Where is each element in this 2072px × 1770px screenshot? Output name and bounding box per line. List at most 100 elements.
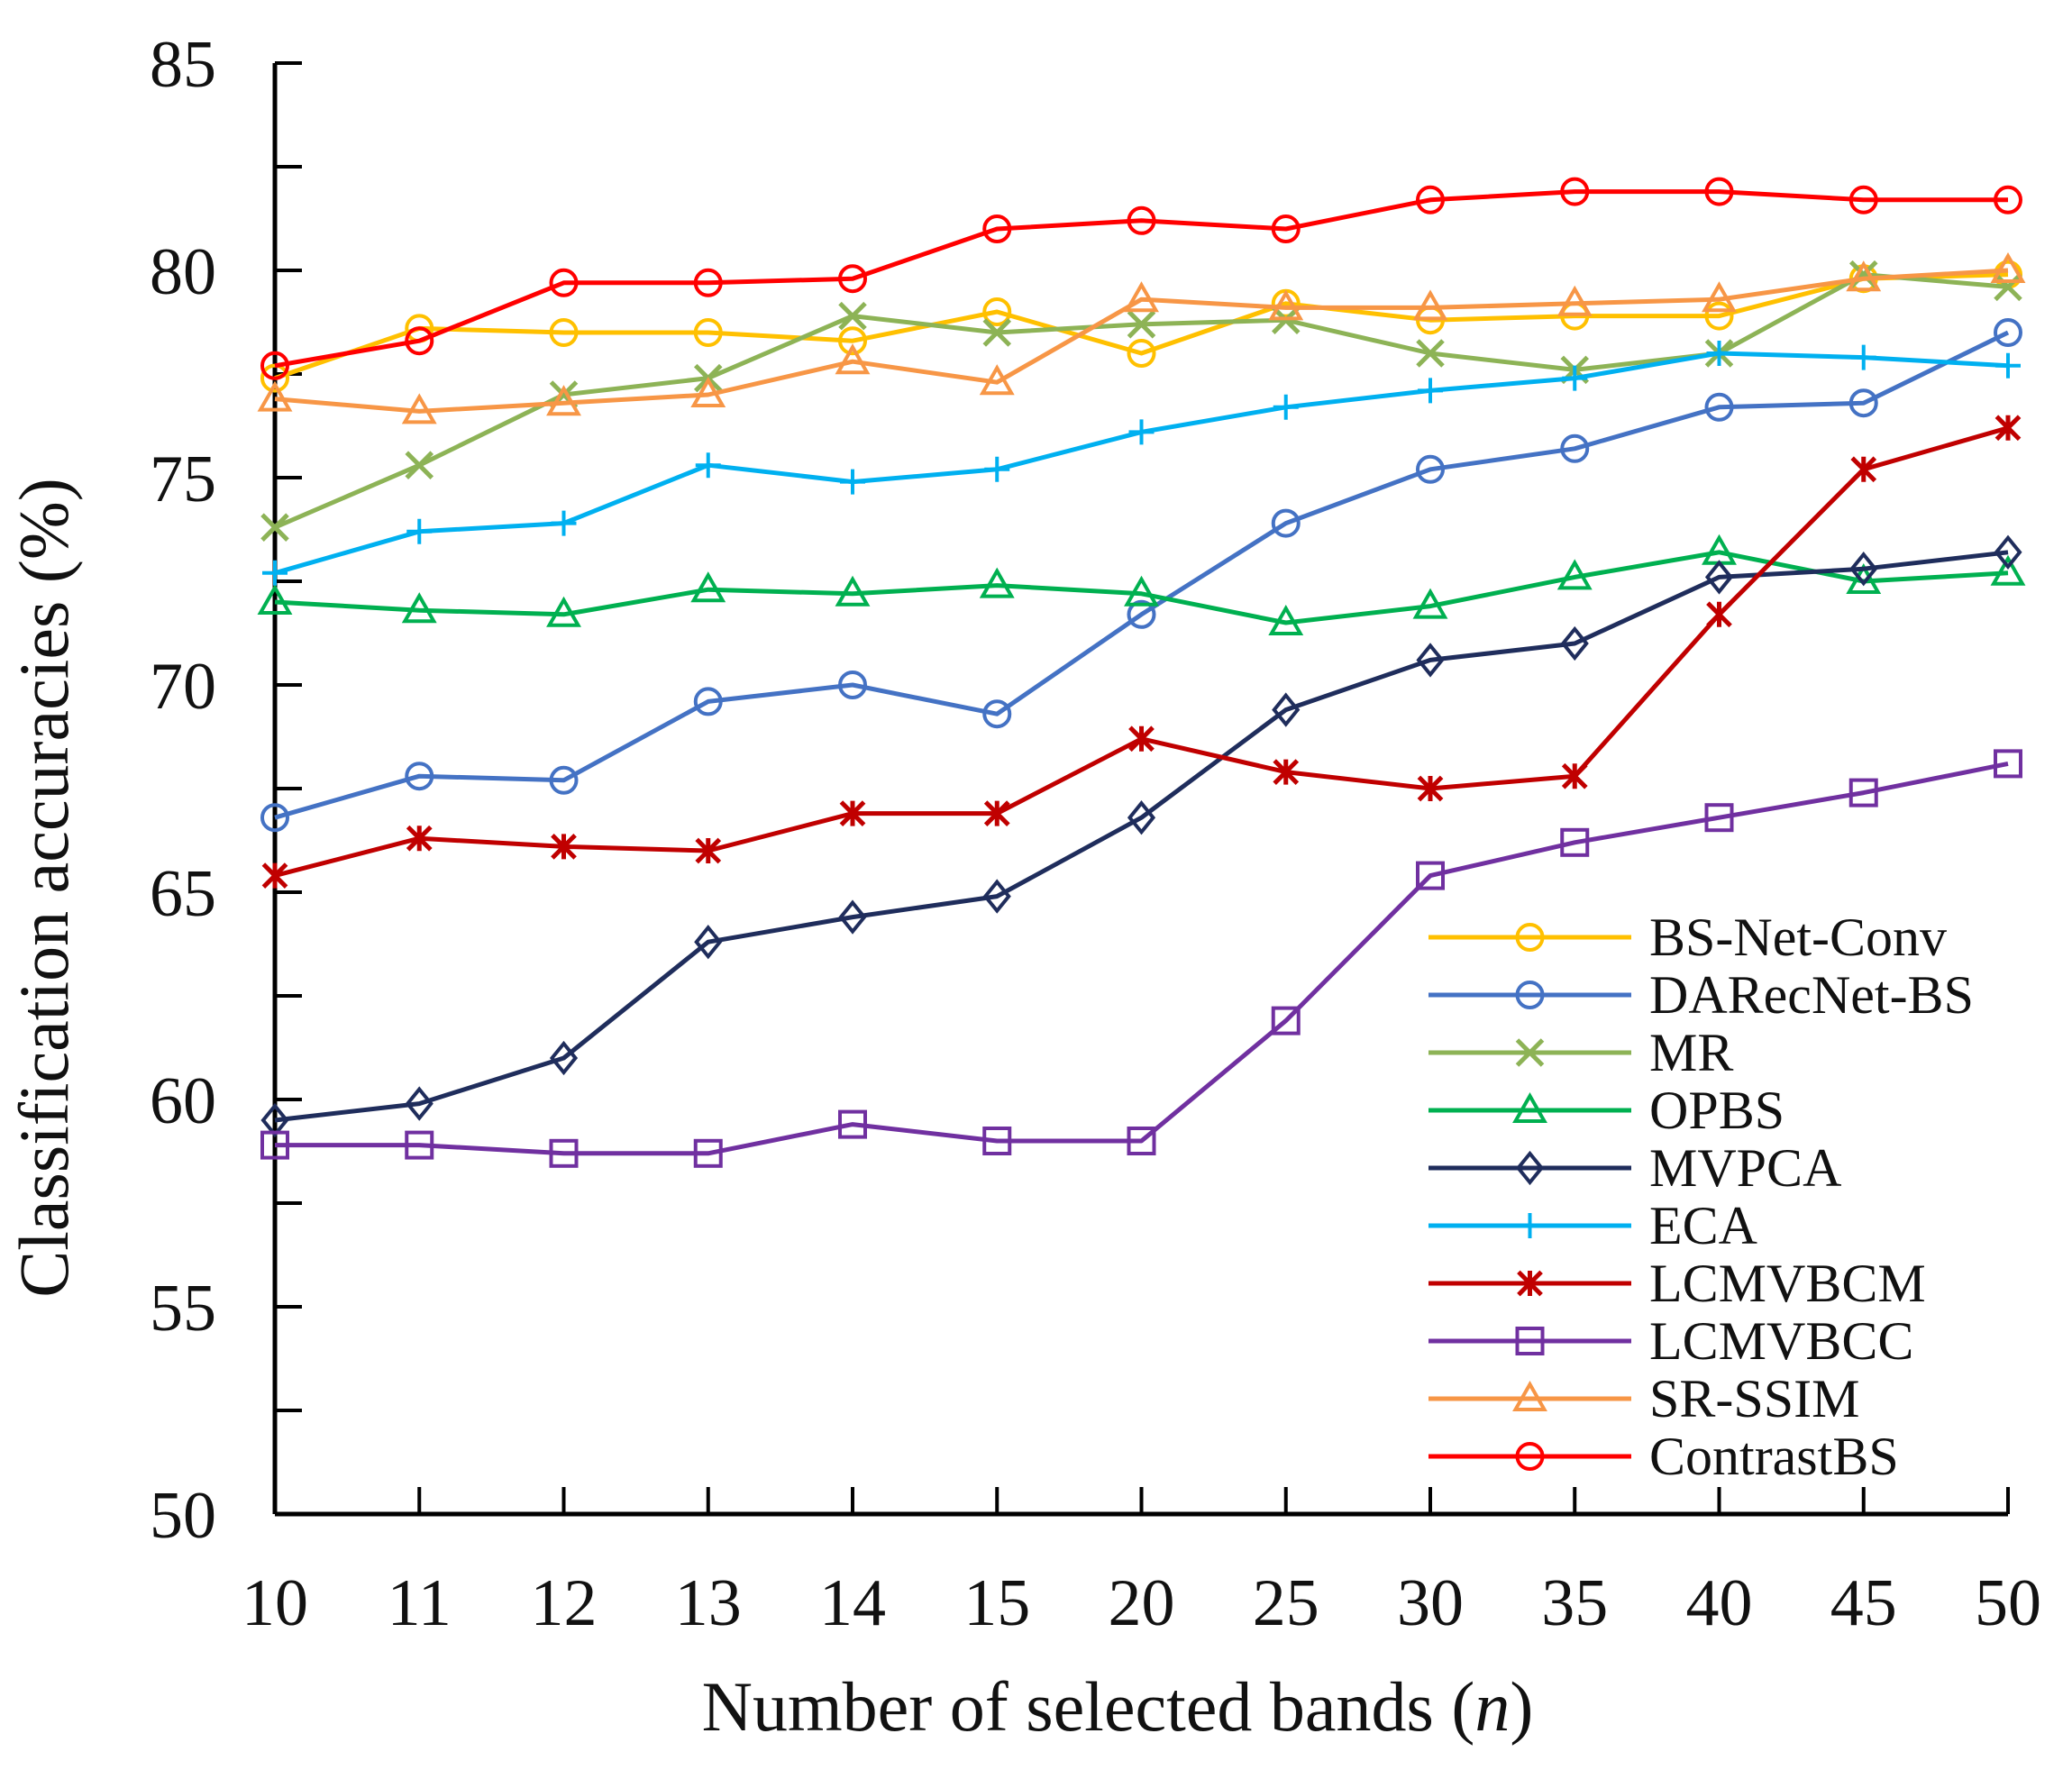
data-point-mr	[1848, 260, 1878, 289]
data-point-darecnet-bs	[838, 671, 867, 699]
x-tick-label: 50	[1975, 1566, 2041, 1640]
data-point-lcmvbcm	[1850, 456, 1877, 483]
data-point-opbs	[401, 592, 437, 624]
data-point-mr	[838, 301, 867, 331]
x-axis-title-variable: n	[1474, 1667, 1510, 1746]
series-line-contrastbs	[274, 189, 2008, 369]
data-point-eca	[551, 510, 577, 536]
y-tick-label: 75	[150, 442, 216, 516]
data-point-lcmvbcc	[693, 1138, 723, 1168]
legend-label: ContrastBS	[1649, 1427, 1899, 1486]
data-point-sr-ssim	[1412, 289, 1448, 321]
data-point-opbs	[546, 596, 581, 627]
data-point-darecnet-bs	[1560, 433, 1590, 463]
series-lcmvbcc	[260, 749, 2022, 1168]
data-point-mr	[1416, 339, 1445, 368]
series-lcmvbcm	[261, 415, 2022, 889]
legend-label: SR-SSIM	[1649, 1369, 1859, 1428]
y-tick-label: 65	[150, 857, 216, 931]
legend-label: ECA	[1649, 1196, 1757, 1255]
data-point-eca	[840, 469, 865, 495]
data-point-sr-ssim	[1990, 251, 2026, 283]
x-tick-label: 25	[1253, 1566, 1319, 1640]
data-point-contrastbs	[838, 264, 867, 294]
axis-titles: Classification accuracies (%) Number of …	[5, 478, 1533, 1746]
series-layer	[257, 177, 2026, 1168]
data-point-opbs	[257, 583, 293, 615]
data-point-darecnet-bs	[693, 687, 723, 716]
data-point-lcmvbcc	[1416, 861, 1445, 890]
x-tick-label: 10	[242, 1566, 308, 1640]
data-point-contrastbs	[693, 268, 723, 297]
y-tick-label: 85	[150, 28, 216, 102]
x-tick-label: 30	[1397, 1566, 1464, 1640]
data-point-mvpca	[1127, 800, 1156, 835]
legend-marker	[1512, 1091, 1547, 1123]
legend: BS-Net-ConvDARecNet-BSMROPBSMVPCAECALCMV…	[1428, 908, 1974, 1486]
data-point-bs-net-conv	[1704, 301, 1734, 331]
data-point-mvpca	[1849, 552, 1878, 587]
data-point-opbs	[835, 575, 871, 607]
data-point-sr-ssim	[1124, 281, 1159, 313]
data-point-bs-net-conv	[693, 318, 723, 347]
data-point-eca	[406, 518, 433, 544]
data-point-lcmvbcm	[1706, 601, 1732, 628]
data-point-sr-ssim	[1556, 285, 1593, 316]
legend-label: MVPCA	[1649, 1138, 1841, 1198]
data-point-lcmvbcm	[983, 800, 1010, 826]
data-point-mvpca	[549, 1040, 579, 1076]
x-axis-title-text: Number of selected bands	[702, 1667, 1434, 1746]
data-point-sr-ssim	[546, 385, 581, 416]
data-point-sr-ssim	[1702, 281, 1737, 313]
data-point-contrastbs	[1994, 185, 2022, 214]
data-point-darecnet-bs	[982, 699, 1012, 729]
data-point-lcmvbcm	[839, 800, 866, 826]
data-point-mr	[982, 318, 1012, 347]
data-point-contrastbs	[549, 268, 579, 297]
data-point-eca	[1418, 378, 1443, 404]
series-line-sr-ssim	[274, 268, 2009, 414]
data-point-contrastbs	[1127, 205, 1156, 235]
series-line-lcmvbcc	[275, 761, 2009, 1156]
legend-label: BS-Net-Conv	[1649, 908, 1947, 967]
data-point-eca	[1562, 365, 1588, 391]
data-point-darecnet-bs	[1704, 392, 1734, 422]
x-axis-title-close-paren: )	[1510, 1667, 1533, 1746]
legend-item-lcmvbcc: LCMVBCC	[1428, 1311, 1913, 1371]
series-mr	[260, 260, 2022, 542]
data-point-darecnet-bs	[1848, 388, 1878, 418]
data-point-lcmvbcm	[695, 837, 722, 864]
y-tick-label: 50	[150, 1479, 216, 1553]
data-point-bs-net-conv	[982, 297, 1012, 326]
data-point-lcmvbcc	[1704, 803, 1734, 833]
data-point-bs-net-conv	[549, 318, 579, 347]
data-point-lcmvbcm	[1417, 775, 1444, 802]
data-point-lcmvbcm	[406, 825, 433, 852]
data-point-opbs	[1124, 575, 1159, 607]
data-point-mr	[405, 451, 434, 479]
data-point-lcmvbcm	[261, 862, 288, 889]
series-line-lcmvbcm	[274, 425, 2009, 879]
legend-marker	[1515, 1150, 1545, 1186]
data-point-eca	[984, 456, 1010, 482]
series-contrastbs	[260, 177, 2022, 380]
data-point-eca	[1706, 341, 1732, 366]
x-tick-label: 13	[675, 1566, 742, 1640]
data-point-mr	[260, 513, 289, 542]
data-point-opbs	[1556, 559, 1593, 590]
legend-label: MR	[1649, 1023, 1733, 1082]
series-line-opbs	[274, 550, 2009, 625]
data-point-lcmvbcm	[1273, 759, 1300, 785]
data-point-contrastbs	[982, 214, 1012, 243]
data-point-darecnet-bs	[1994, 318, 2022, 347]
legend-marker	[1515, 923, 1545, 952]
data-point-contrastbs	[1271, 214, 1301, 243]
data-point-darecnet-bs	[1127, 599, 1156, 629]
series-opbs	[257, 534, 2026, 635]
data-point-sr-ssim	[1268, 289, 1304, 321]
data-point-eca	[1128, 419, 1155, 445]
legend-item-mr: MR	[1428, 1023, 1733, 1082]
data-point-darecnet-bs	[1416, 454, 1445, 484]
series-line-bs-net-conv	[274, 272, 2009, 380]
